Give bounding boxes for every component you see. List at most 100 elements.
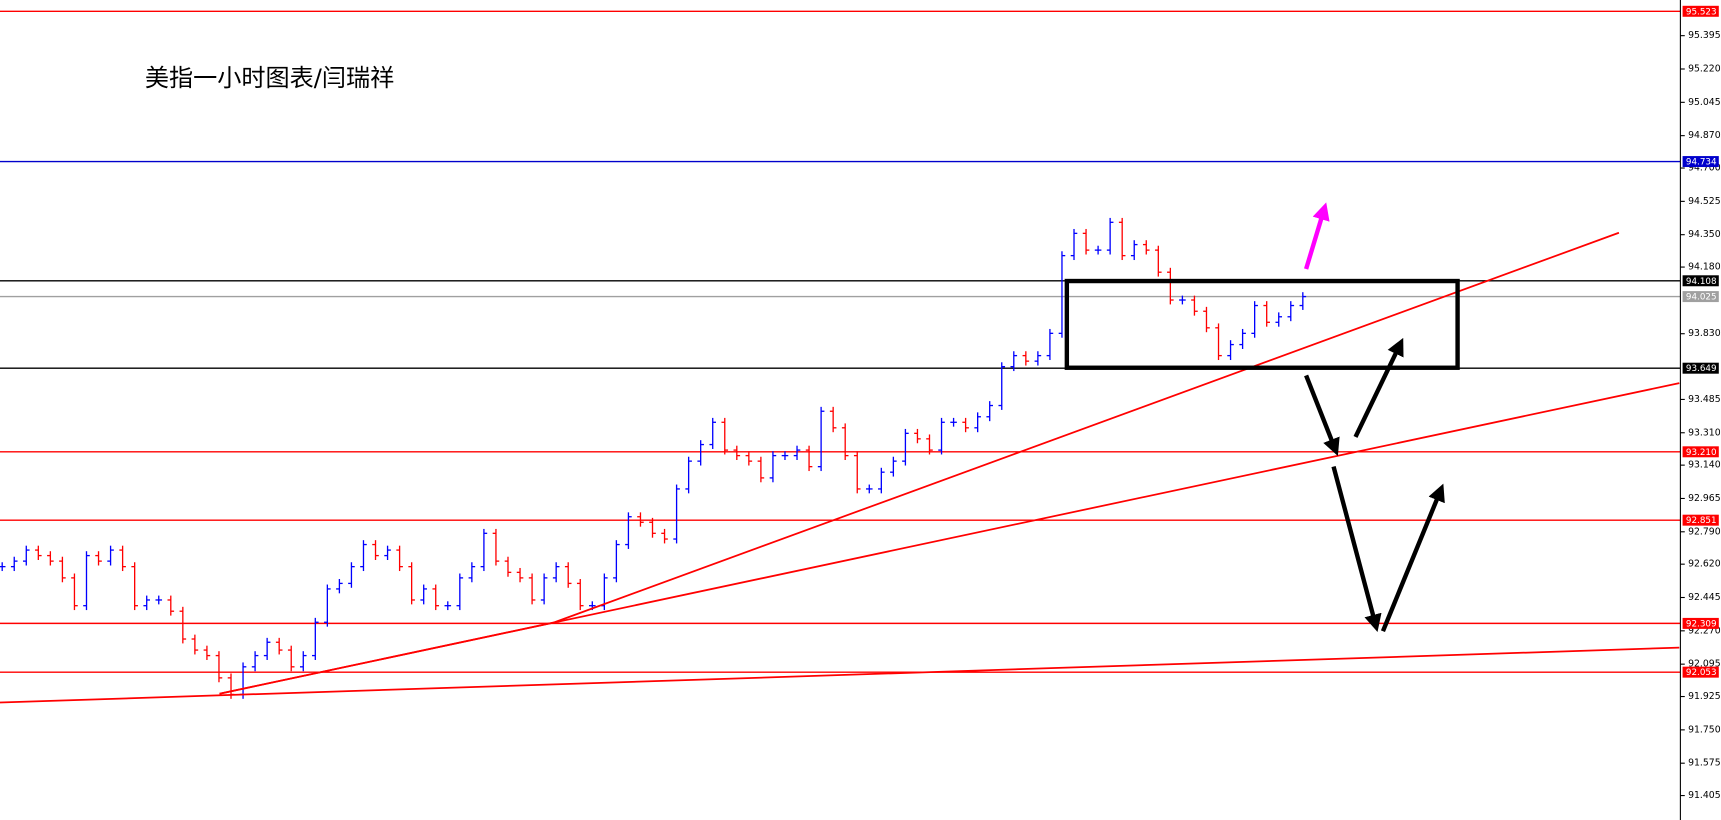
price-bar [1022, 351, 1030, 366]
price-bar [1191, 295, 1198, 316]
y-tick-label: 94.180 [1688, 262, 1721, 273]
price-bar [167, 595, 175, 616]
price-bar [59, 556, 66, 583]
price-bar [1239, 328, 1246, 349]
level-label-box [1682, 446, 1719, 458]
arrows [1304, 202, 1445, 632]
price-bar [1155, 245, 1162, 277]
price-bar [71, 573, 78, 611]
price-bar [0, 562, 6, 572]
y-tick-label: 95.045 [1688, 97, 1721, 108]
price-bar [107, 545, 114, 566]
price-bar [492, 528, 500, 566]
price-bar [1167, 267, 1174, 305]
price-bar [263, 637, 271, 660]
price-bar [324, 584, 331, 627]
price-bar [817, 406, 825, 472]
price-bar [360, 540, 367, 572]
price-bar [1094, 245, 1102, 255]
price-bar [914, 428, 921, 444]
price-bar [769, 451, 777, 483]
trend-line [0, 646, 1680, 704]
price-bar [1299, 292, 1307, 310]
y-tick-label: 91.925 [1688, 691, 1721, 702]
price-bar [504, 556, 512, 577]
price-bar [745, 451, 753, 466]
price-bar [673, 484, 680, 544]
y-tick-label: 94.350 [1688, 229, 1721, 240]
drawings [0, 231, 1680, 704]
arrow [1353, 337, 1404, 438]
y-tick-label: 93.485 [1688, 394, 1721, 405]
price-bar [47, 551, 54, 566]
price-bar [793, 445, 801, 461]
price-bar [1287, 301, 1295, 322]
price-bar [155, 595, 163, 605]
y-tick-label: 92.270 [1688, 625, 1721, 636]
level-label: 93.210 [1686, 448, 1717, 458]
trend-line [553, 231, 1620, 624]
price-bar [10, 556, 18, 572]
price-bar [649, 517, 656, 538]
price-bar [709, 417, 717, 449]
price-bar [203, 645, 211, 660]
price-bar [576, 579, 584, 611]
level-label: 94.734 [1686, 158, 1717, 168]
level-label-box [1682, 514, 1719, 526]
level-label-box [1682, 5, 1719, 17]
price-bar [878, 467, 885, 494]
price-bar [1034, 351, 1042, 366]
y-tick-label: 92.095 [1688, 659, 1721, 670]
level-label: 95.523 [1686, 7, 1717, 17]
price-bar [841, 423, 849, 461]
price-bars [0, 217, 1307, 699]
price-bar [22, 545, 30, 566]
level-label: 92.309 [1686, 619, 1717, 629]
price-bar [1215, 323, 1222, 361]
price-bar [1118, 217, 1126, 261]
price-bar [552, 562, 560, 583]
price-bar [35, 545, 42, 560]
price-bar [83, 551, 90, 611]
price-bar [215, 651, 223, 683]
price-bar [191, 634, 199, 655]
price-bar [902, 428, 909, 466]
level-label-box [1682, 362, 1719, 374]
price-bar [613, 540, 620, 583]
price-bar [805, 445, 813, 472]
range-box [1064, 278, 1460, 370]
price-bar [685, 456, 692, 494]
price-bar [1179, 295, 1186, 305]
price-bar [1227, 340, 1234, 361]
y-tick-label: 93.310 [1688, 427, 1721, 438]
y-tick-label: 94.870 [1688, 130, 1721, 141]
price-bar [1106, 217, 1114, 255]
price-bar [179, 606, 187, 644]
price-bar [1203, 306, 1210, 333]
price-bar [697, 440, 704, 466]
price-bar [1130, 240, 1138, 261]
price-bar [1082, 228, 1090, 255]
y-tick-label: 92.790 [1688, 526, 1721, 537]
price-bar [733, 445, 741, 461]
level-label: 94.108 [1686, 277, 1717, 287]
price-bar [865, 484, 873, 494]
price-bar [348, 562, 355, 588]
y-tick-label: 92.620 [1688, 559, 1721, 570]
price-bar [528, 573, 536, 605]
price-bar [396, 545, 403, 572]
price-bar [1058, 251, 1066, 338]
price-bar [287, 645, 295, 672]
chart-title: 美指一小时图表/闫瑞祥 [145, 64, 394, 92]
y-tick-label: 91.750 [1688, 724, 1721, 735]
price-bar [998, 362, 1006, 410]
price-bar [432, 584, 440, 611]
y-tick-label: 95.220 [1688, 63, 1721, 74]
level-label: 92.851 [1686, 516, 1717, 526]
price-bar [420, 584, 427, 605]
price-bar [1263, 301, 1270, 327]
price-bar [444, 601, 452, 611]
level-label-box [1682, 275, 1719, 287]
price-bar [721, 417, 729, 455]
